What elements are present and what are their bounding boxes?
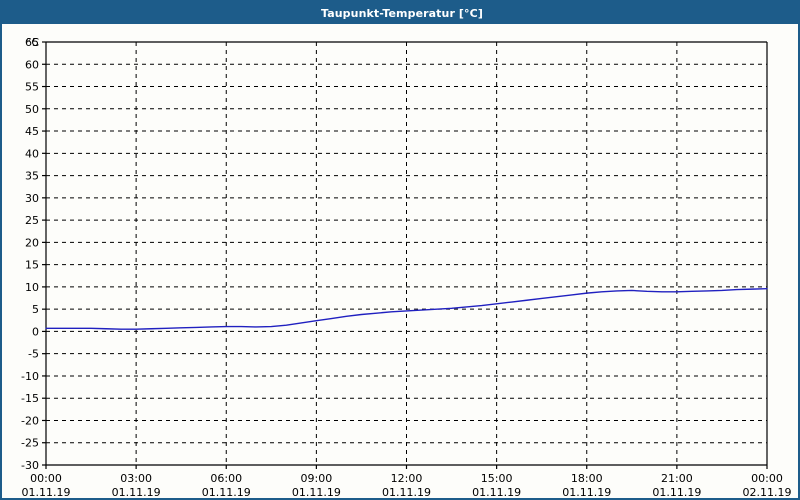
y-axis-tick-label: 5 (32, 303, 39, 316)
chart-plot-area: 65 60 55 50 45 40 35 30 25 20 15 10 5 0 -5 -10 -15 -20 -25… (2, 24, 798, 498)
y-axis-tick-label: 60 (25, 58, 39, 71)
y-axis-tick-label: -30 (21, 459, 39, 472)
x-axis-tick-label-date: 01.11.19 (382, 486, 431, 498)
y-axis-tick-label: 65 (25, 36, 39, 49)
y-axis-tick-label: 0 (32, 325, 39, 338)
y-axis-tick-label: -10 (21, 370, 39, 383)
x-axis-tick-label-date: 01.11.19 (562, 486, 611, 498)
x-axis-tick-label-date: 01.11.19 (202, 486, 251, 498)
series-line-taupunkt-temperatur (45, 287, 768, 330)
y-axis-tick-label: -5 (28, 348, 39, 361)
y-axis-tick-labels: 65605550454035302520151050-5-10-15-20-25… (21, 36, 39, 472)
y-axis-tick-label: 30 (25, 192, 39, 205)
y-axis-tick-label: -15 (21, 392, 39, 405)
chart-background (2, 24, 798, 498)
x-axis-tick-label-time: 00:00 (751, 472, 783, 485)
data-series (45, 287, 768, 330)
grid-lines (46, 41, 767, 465)
x-axis-tick-label-time: 18:00 (571, 472, 603, 485)
x-axis-tick-label-date: 02.11.19 (743, 486, 792, 498)
x-axis-tick-label-time: 09:00 (301, 472, 333, 485)
x-axis-tick-label-date: 01.11.19 (652, 486, 701, 498)
y-axis-unit-label: °C (26, 36, 40, 49)
axis-lines (42, 41, 768, 469)
axis-frame (45, 42, 767, 466)
x-axis-tick-labels: 00:0001.11.1903:0001.11.1906:0001.11.190… (22, 472, 792, 498)
x-axis-tick-label-date: 01.11.19 (292, 486, 341, 498)
x-axis-tick-label-time: 03:00 (120, 472, 152, 485)
x-axis-tick-label-date: 01.11.19 (112, 486, 161, 498)
y-axis-tick-label: 15 (25, 259, 39, 272)
x-axis-tick-label-time: 00:00 (30, 472, 62, 485)
y-axis-tick-label: 25 (25, 214, 39, 227)
window-title-bar: Taupunkt-Temperatur [°C] (2, 2, 798, 24)
x-axis-tick-label-time: 12:00 (391, 472, 423, 485)
y-axis-unit-text: °C (26, 36, 40, 49)
y-axis-tick-label: -20 (21, 414, 39, 427)
y-axis-tick-label: 55 (25, 81, 39, 94)
y-axis-tick-label: 10 (25, 281, 39, 294)
x-axis-tick-label-time: 21:00 (661, 472, 693, 485)
y-axis-tick-label: 35 (25, 170, 39, 183)
x-axis-tick-label-time: 06:00 (210, 472, 242, 485)
line-chart: 65605550454035302520151050-5-10-15-20-25… (2, 24, 798, 498)
x-axis-tick-label-date: 01.11.19 (22, 486, 71, 498)
x-axis-tick-label-time: 15:00 (481, 472, 513, 485)
y-axis-tick-label: 50 (25, 103, 39, 116)
y-axis-tick-label: 20 (25, 236, 39, 249)
page-title: Taupunkt-Temperatur [°C] (321, 6, 483, 20)
y-axis-tick-label: 40 (25, 147, 39, 160)
y-axis-tick-label: 45 (25, 125, 39, 138)
x-axis-tick-label-date: 01.11.19 (472, 486, 521, 498)
y-axis-tick-label: -25 (21, 437, 39, 450)
